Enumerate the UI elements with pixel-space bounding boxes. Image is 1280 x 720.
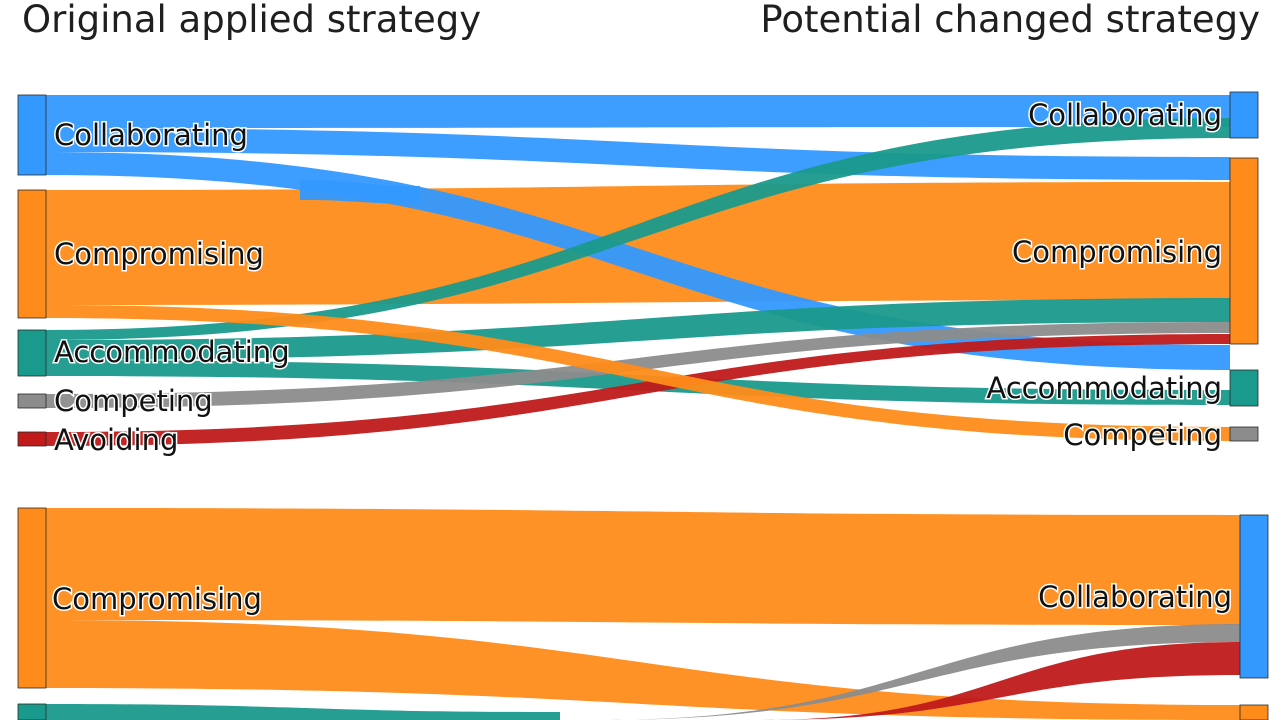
diagram-1-right-node-compromising <box>1229 157 1259 345</box>
flow-collaborating-3 <box>46 152 1230 370</box>
diagram-2-left-label-compromising: Compromising <box>52 582 262 616</box>
diagram-2-left-node-accommodating <box>17 703 47 720</box>
flow-compromising-0 <box>46 182 1230 305</box>
diagram-1-left-node-competing <box>17 393 47 409</box>
diagram-1-left-label-accommodating: Accommodating <box>54 335 290 369</box>
flow-accommodating-13 <box>46 704 560 720</box>
flow-accommodating-7 <box>46 360 1230 405</box>
flow-competing-14 <box>600 624 1240 720</box>
left-column-heading: Original applied strategy <box>22 0 482 41</box>
diagram-2-left-node-compromising <box>17 507 47 689</box>
diagram-1-left-node-avoiding <box>17 431 47 447</box>
diagram-1-right-node-collaborating <box>1229 91 1259 139</box>
diagram-1-right-label-collaborating: Collaborating <box>1028 98 1222 132</box>
diagram-2-right-node-collaborating <box>1239 514 1269 679</box>
diagram-1-left-label-compromising: Compromising <box>54 237 264 271</box>
diagram-1-left-node-compromising <box>17 189 47 319</box>
flow-compromising-10 <box>46 305 1230 441</box>
diagram-1-right-label-accommodating: Accommodating <box>986 371 1222 405</box>
diagram-1-right-node-accommodating <box>1229 369 1259 407</box>
flow-compromising-12 <box>46 620 1240 720</box>
diagram-2-right-label-collaborating: Collaborating <box>1038 580 1232 614</box>
right-column-heading: Potential changed strategy <box>760 0 1260 41</box>
diagram-2-right-node-compromising <box>1239 704 1269 720</box>
flow-collaborating-1 <box>46 95 1230 128</box>
diagram-1-left-label-competing: Competing <box>54 384 213 418</box>
flow-accommodating-6 <box>46 298 1230 360</box>
flow-avoiding-9 <box>46 334 1230 446</box>
flow-collaborating-2 <box>46 128 1230 180</box>
diagram-1-left-node-collaborating <box>17 94 47 176</box>
diagram-1-right-label-compromising: Compromising <box>1012 235 1222 269</box>
flow-avoiding-15 <box>760 642 1240 720</box>
flow-competing-8 <box>46 322 1230 408</box>
diagram-1-right-node-competing <box>1229 426 1259 442</box>
diagram-1-right-label-competing: Competing <box>1063 418 1222 452</box>
diagram-1-left-label-collaborating: Collaborating <box>54 118 248 152</box>
flow-compromising-11 <box>46 508 1240 625</box>
diagram-1-left-label-avoiding: Avoiding <box>54 423 178 457</box>
flow-accommodating-5 <box>46 118 1230 340</box>
diagram-1-left-node-accommodating <box>17 329 47 377</box>
flow-collaborating-4 <box>300 180 420 204</box>
